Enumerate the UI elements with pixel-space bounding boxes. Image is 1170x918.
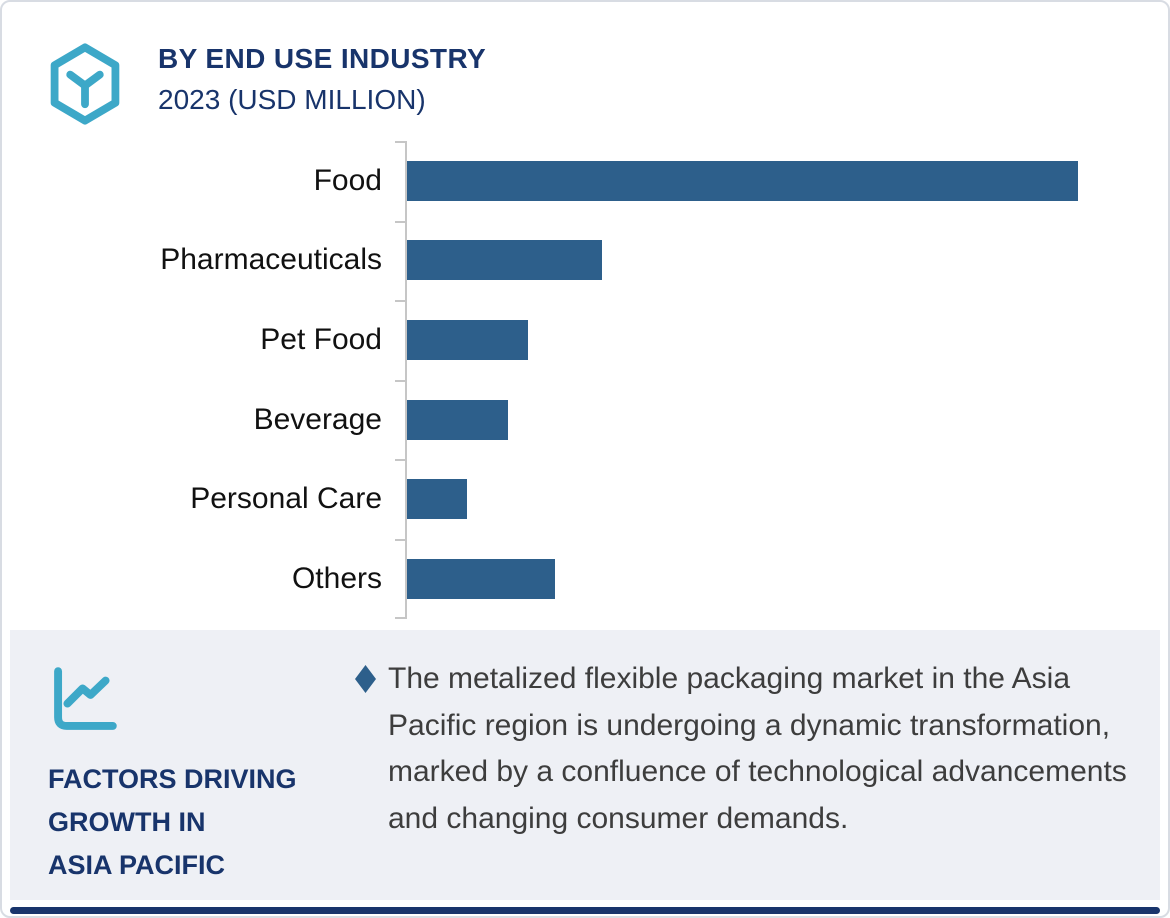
diamond-bullet-icon <box>355 665 376 693</box>
category-label: Food <box>313 163 382 197</box>
chart-row: Beverage <box>2 380 1168 460</box>
category-label: Pharmaceuticals <box>160 243 382 277</box>
axis-tick <box>395 539 405 541</box>
y-axis-line <box>405 141 407 619</box>
bar-personal-care <box>407 479 468 520</box>
category-label: Others <box>291 561 382 595</box>
chart-row: Pharmaceuticals <box>2 221 1168 301</box>
bar-area <box>390 319 1168 360</box>
bottom-accent-bar <box>10 907 1160 914</box>
bar-area <box>390 479 1168 520</box>
chart-row: Pet Food <box>2 300 1168 380</box>
chart-row: Others <box>2 539 1168 619</box>
bar-others <box>407 558 555 599</box>
bar-food <box>407 160 1078 201</box>
bar-chart: Food Pharmaceuticals Pet Food Beverage Perso… <box>2 141 1168 619</box>
bar-beverage <box>407 399 508 440</box>
bar-area <box>390 399 1168 440</box>
axis-tick <box>395 617 405 619</box>
chart-row: Personal Care <box>2 459 1168 539</box>
bar-pet-food <box>407 319 528 360</box>
chart-title: BY END USE INDUSTRY <box>158 43 487 74</box>
axis-tick <box>395 379 405 382</box>
factors-bullet-text: The metalized flexible packaging market … <box>388 662 1127 835</box>
bar-area <box>390 160 1168 201</box>
category-label: Pet Food <box>260 322 382 356</box>
category-label: Beverage <box>253 402 382 436</box>
axis-tick <box>395 459 405 462</box>
factors-heading-line: FACTORS DRIVING <box>48 764 297 794</box>
chart-rows: Food Pharmaceuticals Pet Food Beverage Perso… <box>2 141 1168 619</box>
bar-area <box>390 558 1168 599</box>
factors-panel-left: FACTORS DRIVING GROWTH IN ASIA PACIFIC <box>10 630 355 900</box>
axis-tick <box>395 300 405 303</box>
factors-heading-line: GROWTH IN <box>48 807 206 837</box>
chart-row: Food <box>2 141 1168 221</box>
factors-heading-line: ASIA PACIFIC <box>48 850 226 880</box>
axis-tick <box>395 220 405 223</box>
bar-area <box>390 240 1168 281</box>
hexagon-y-logo-icon <box>50 43 120 125</box>
factors-panel: FACTORS DRIVING GROWTH IN ASIA PACIFIC T… <box>10 630 1160 900</box>
category-label: Personal Care <box>190 482 382 516</box>
factors-panel-right: The metalized flexible packaging market … <box>355 630 1160 900</box>
header: BY END USE INDUSTRY 2023 (USD MILLION) <box>2 2 1168 128</box>
axis-tick <box>395 141 405 143</box>
bar-pharmaceuticals <box>407 240 602 281</box>
line-chart-icon <box>54 667 117 730</box>
header-text: BY END USE INDUSTRY 2023 (USD MILLION) <box>158 40 486 117</box>
factors-heading: FACTORS DRIVING GROWTH IN ASIA PACIFIC <box>48 758 355 887</box>
chart-subtitle: 2023 (USD MILLION) <box>158 84 426 115</box>
